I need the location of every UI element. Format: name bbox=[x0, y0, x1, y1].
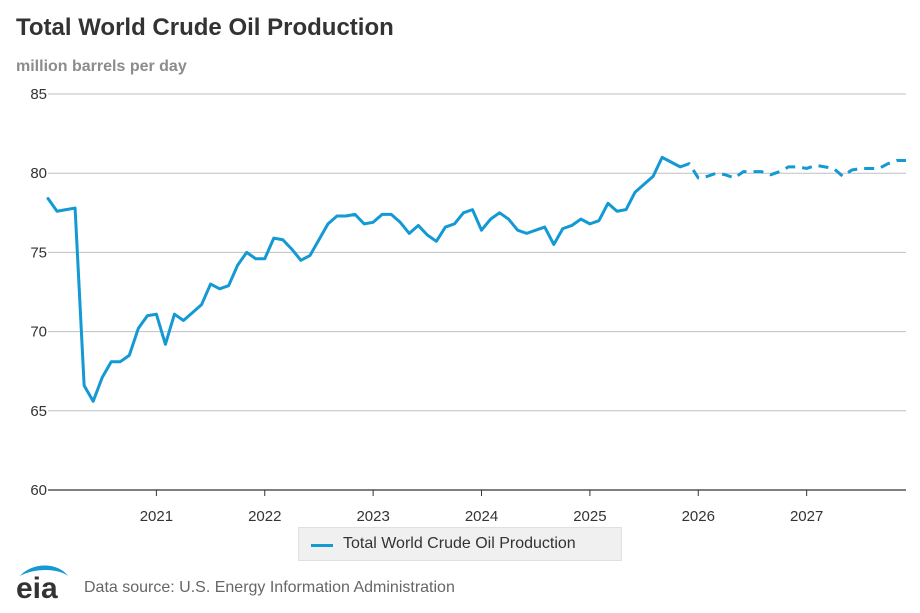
y-tick-label: 80 bbox=[30, 165, 47, 182]
series-line-historical bbox=[46, 155, 682, 403]
x-tick-label: 2023 bbox=[356, 508, 389, 525]
y-tick-label: 60 bbox=[30, 482, 47, 499]
series-lines bbox=[46, 155, 906, 403]
eia-logo-swoosh bbox=[20, 565, 68, 576]
legend[interactable]: Total World Crude Oil Production bbox=[298, 527, 622, 561]
x-tick-label: 2024 bbox=[465, 508, 498, 525]
gridlines bbox=[48, 93, 906, 412]
x-axis-labels: 2021 2022 2023 2024 2025 2026 2027 bbox=[140, 508, 824, 525]
eia-logo: eia bbox=[16, 565, 68, 602]
y-tick-label: 85 bbox=[30, 86, 47, 103]
y-tick-label: 75 bbox=[30, 244, 47, 261]
x-tick-label: 2021 bbox=[140, 508, 173, 525]
eia-logo-text: eia bbox=[16, 572, 58, 602]
series-line-forecast bbox=[679, 159, 906, 180]
x-tick-label: 2027 bbox=[790, 508, 823, 525]
x-tick-label: 2022 bbox=[248, 508, 281, 525]
x-axis bbox=[48, 489, 906, 496]
y-axis-labels: 60 65 70 75 80 85 bbox=[30, 86, 47, 499]
chart-title: Total World Crude Oil Production bbox=[16, 14, 394, 41]
data-source: Data source: U.S. Energy Information Adm… bbox=[84, 579, 455, 596]
legend-label: Total World Crude Oil Production bbox=[343, 535, 576, 552]
y-tick-label: 65 bbox=[30, 403, 47, 420]
chart-subtitle: million barrels per day bbox=[16, 58, 187, 75]
x-tick-label: 2026 bbox=[682, 508, 715, 525]
legend-swatch bbox=[311, 544, 333, 547]
x-tick-label: 2025 bbox=[573, 508, 606, 525]
y-tick-label: 70 bbox=[30, 324, 47, 341]
